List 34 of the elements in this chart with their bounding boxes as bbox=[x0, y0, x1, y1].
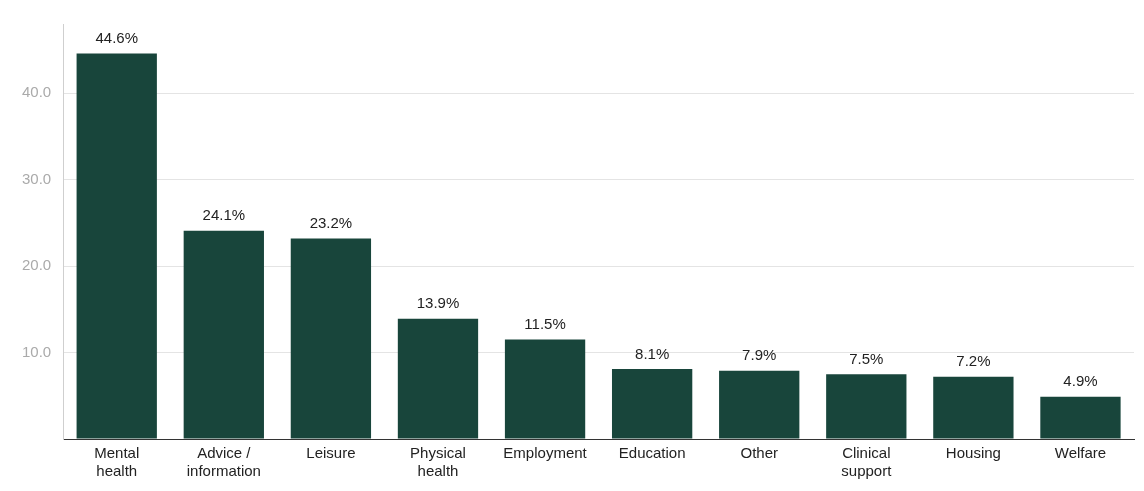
bar bbox=[76, 53, 157, 439]
y-tick-label: 40.0 bbox=[21, 83, 52, 101]
bar bbox=[719, 370, 800, 439]
x-tick-label: Physical health bbox=[410, 444, 466, 480]
data-label: 23.2% bbox=[309, 214, 353, 232]
x-tick-label: Other bbox=[740, 444, 778, 462]
data-label: 7.2% bbox=[956, 352, 991, 370]
data-label: 7.5% bbox=[849, 349, 884, 367]
bar bbox=[183, 230, 264, 439]
bar bbox=[611, 368, 693, 439]
data-label: 7.9% bbox=[742, 346, 777, 364]
data-label: 4.9% bbox=[1063, 372, 1098, 390]
x-tick-label: Clinical support bbox=[841, 444, 893, 480]
bar bbox=[504, 339, 586, 439]
data-label: 24.1% bbox=[202, 206, 246, 224]
data-label: 44.6% bbox=[95, 29, 139, 47]
y-tick-label: 20.0 bbox=[21, 256, 52, 274]
x-tick-label: Leisure bbox=[306, 444, 356, 462]
bar bbox=[826, 374, 907, 439]
x-tick-label: Employment bbox=[503, 444, 588, 462]
y-tick-label: 30.0 bbox=[21, 169, 52, 187]
bar bbox=[397, 318, 479, 439]
bar bbox=[933, 376, 1014, 439]
x-tick-label: Mental health bbox=[94, 444, 140, 480]
data-label: 13.9% bbox=[416, 294, 460, 312]
x-tick-label: Advice / information bbox=[186, 444, 261, 480]
x-tick-label: Education bbox=[618, 444, 686, 462]
data-label: 11.5% bbox=[524, 315, 566, 333]
bar bbox=[1040, 396, 1121, 439]
data-label: 8.1% bbox=[635, 344, 670, 362]
y-tick-label: 10.0 bbox=[21, 342, 52, 360]
x-tick-label: Welfare bbox=[1054, 444, 1107, 462]
x-tick-label: Housing bbox=[945, 444, 1001, 462]
bar bbox=[290, 238, 372, 439]
